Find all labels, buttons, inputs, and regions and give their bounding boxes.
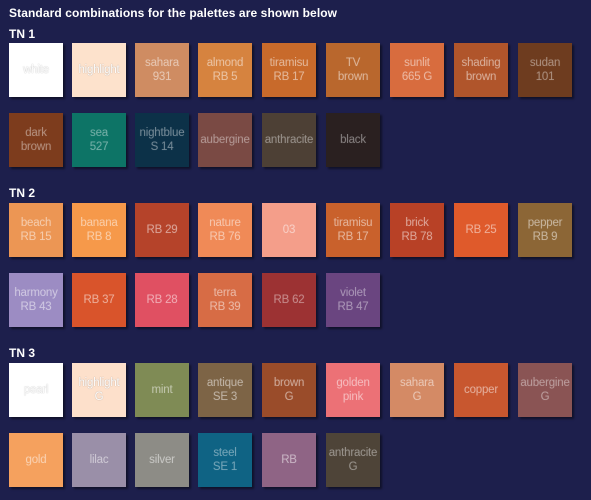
color-swatch[interactable]: highlight [72, 43, 126, 97]
swatch-label: harmony RB 43 [14, 287, 58, 313]
color-swatch[interactable]: beach RB 15 [9, 203, 63, 257]
color-swatch[interactable]: lilac [72, 433, 126, 487]
color-swatch[interactable]: RB [262, 433, 316, 487]
color-swatch[interactable]: banana RB 8 [72, 203, 126, 257]
swatch-label: highlight [78, 64, 120, 76]
color-swatch[interactable]: brick RB 78 [390, 203, 444, 257]
color-swatch[interactable]: sudan 101 [518, 43, 572, 97]
swatch-label: pepper RB 9 [527, 217, 563, 243]
page-heading: Standard combinations for the palettes a… [9, 6, 338, 20]
swatch-label: violet RB 47 [337, 287, 369, 313]
color-swatch[interactable]: aubergine [198, 113, 252, 167]
swatch-label: tiramisu RB 17 [269, 57, 309, 83]
swatch-label: highlight G [78, 377, 120, 403]
swatch-label: aubergine G [520, 377, 570, 403]
swatch-label: sahara G [400, 377, 434, 403]
swatch-label: golden pink [336, 377, 370, 403]
group-title-tn-2: TN 2 [9, 186, 36, 200]
color-swatch[interactable]: RB 25 [454, 203, 508, 257]
color-swatch[interactable]: almond RB 5 [198, 43, 252, 97]
swatch-label: 03 [282, 224, 296, 236]
color-swatch[interactable]: sahara 931 [135, 43, 189, 97]
swatch-label: beach RB 15 [20, 217, 52, 243]
color-swatch[interactable]: anthracite [262, 113, 316, 167]
color-swatch[interactable]: RB 28 [135, 273, 189, 327]
swatch-label: TV brown [337, 57, 369, 83]
swatch-label: RB 62 [273, 294, 305, 306]
color-swatch[interactable]: RB 37 [72, 273, 126, 327]
swatch-label: lilac [89, 454, 109, 466]
swatch-label: copper [464, 384, 498, 396]
color-swatch[interactable]: mint [135, 363, 189, 417]
swatch-label: sudan 101 [529, 57, 561, 83]
color-swatch[interactable]: violet RB 47 [326, 273, 380, 327]
swatch-label: sahara 931 [145, 57, 179, 83]
color-swatch[interactable]: golden pink [326, 363, 380, 417]
color-swatch[interactable]: TV brown [326, 43, 380, 97]
swatch-label: mint [151, 384, 173, 396]
color-swatch[interactable]: RB 62 [262, 273, 316, 327]
color-swatch[interactable]: 03 [262, 203, 316, 257]
swatch-label: terra RB 39 [209, 287, 241, 313]
color-swatch[interactable]: silver [135, 433, 189, 487]
color-swatch[interactable]: tiramisu RB 17 [326, 203, 380, 257]
swatch-label: RB 25 [465, 224, 497, 236]
color-swatch[interactable]: black [326, 113, 380, 167]
group-title-tn-1: TN 1 [9, 27, 36, 41]
color-swatch[interactable]: RB 29 [135, 203, 189, 257]
color-swatch[interactable]: nightblue S 14 [135, 113, 189, 167]
group-title-tn-3: TN 3 [9, 346, 36, 360]
swatch-label: brown G [273, 377, 305, 403]
swatch-label: brick RB 78 [401, 217, 433, 243]
swatch-label: white [23, 64, 49, 76]
swatch-label: tiramisu RB 17 [333, 217, 373, 243]
swatch-label: sea 527 [89, 127, 109, 153]
swatch-label: dark brown [20, 127, 52, 153]
color-swatch[interactable]: sea 527 [72, 113, 126, 167]
color-swatch[interactable]: dark brown [9, 113, 63, 167]
color-swatch[interactable]: tiramisu RB 17 [262, 43, 316, 97]
swatch-label: RB [281, 454, 297, 466]
swatch-label: shading brown [461, 57, 501, 83]
swatch-label: gold [25, 454, 47, 466]
swatch-label: nightblue S 14 [139, 127, 185, 153]
swatch-label: steel SE 1 [212, 447, 238, 473]
color-swatch[interactable]: highlight G [72, 363, 126, 417]
color-swatch[interactable]: nature RB 76 [198, 203, 252, 257]
swatch-label: RB 28 [146, 294, 178, 306]
color-swatch[interactable]: anthracite G [326, 433, 380, 487]
swatch-label: RB 29 [146, 224, 178, 236]
swatch-label: pearl [23, 384, 49, 396]
swatch-label: nature RB 76 [209, 217, 241, 243]
color-swatch[interactable]: pearl [9, 363, 63, 417]
color-swatch[interactable]: white [9, 43, 63, 97]
swatch-label: aubergine [200, 134, 250, 146]
color-swatch[interactable]: terra RB 39 [198, 273, 252, 327]
swatch-label: antique SE 3 [206, 377, 244, 403]
color-swatch[interactable]: aubergine G [518, 363, 572, 417]
color-swatch[interactable]: copper [454, 363, 508, 417]
color-swatch[interactable]: steel SE 1 [198, 433, 252, 487]
swatch-label: banana RB 8 [80, 217, 118, 243]
swatch-label: anthracite [264, 134, 314, 146]
swatch-label: almond RB 5 [206, 57, 244, 83]
color-swatch[interactable]: brown G [262, 363, 316, 417]
color-swatch[interactable]: sahara G [390, 363, 444, 417]
color-swatch[interactable]: harmony RB 43 [9, 273, 63, 327]
swatch-label: RB 37 [83, 294, 115, 306]
swatch-label: black [340, 134, 366, 146]
color-swatch[interactable]: pepper RB 9 [518, 203, 572, 257]
swatch-label: anthracite G [328, 447, 378, 473]
color-swatch[interactable]: shading brown [454, 43, 508, 97]
color-swatch[interactable]: antique SE 3 [198, 363, 252, 417]
swatch-label: sunlit 665 G [401, 57, 433, 83]
color-swatch[interactable]: sunlit 665 G [390, 43, 444, 97]
color-swatch[interactable]: gold [9, 433, 63, 487]
swatch-label: silver [149, 454, 175, 466]
